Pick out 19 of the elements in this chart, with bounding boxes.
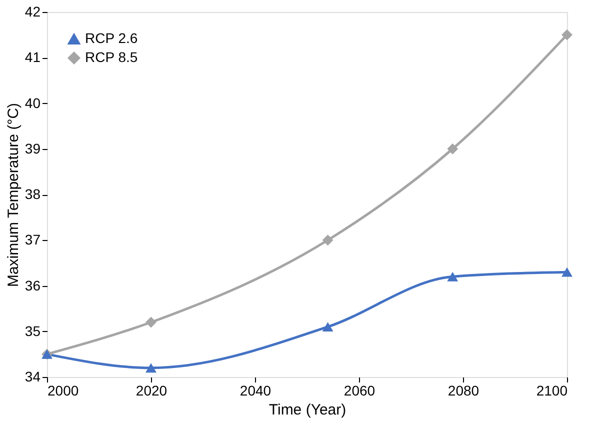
y-tick-label: 36	[24, 277, 41, 294]
y-tick-label: 35	[24, 322, 41, 339]
x-tick-label: 2080	[448, 382, 480, 398]
y-tick-label: 38	[24, 186, 41, 202]
x-tick-label: 2100	[536, 382, 568, 398]
x-tick-label: 2000	[48, 382, 79, 398]
y-tick-label: 41	[24, 49, 41, 66]
y-axis-title: Maximum Temperature (°C)	[4, 102, 22, 288]
x-tick-label: 2040	[240, 382, 272, 398]
y-tick-label: 40	[24, 94, 41, 111]
x-tick-label: 2060	[344, 382, 376, 398]
y-tick-label: 34	[24, 368, 41, 384]
y-tick-label: 39	[24, 140, 41, 156]
legend-label: RCP 8.5	[85, 49, 138, 65]
y-tick-label: 37	[24, 232, 41, 248]
x-axis-title: Time (Year)	[268, 402, 346, 418]
legend-label: RCP 2.6	[85, 30, 138, 46]
y-tick-label: 42	[24, 4, 41, 20]
x-tick-label: 2020	[136, 382, 168, 398]
